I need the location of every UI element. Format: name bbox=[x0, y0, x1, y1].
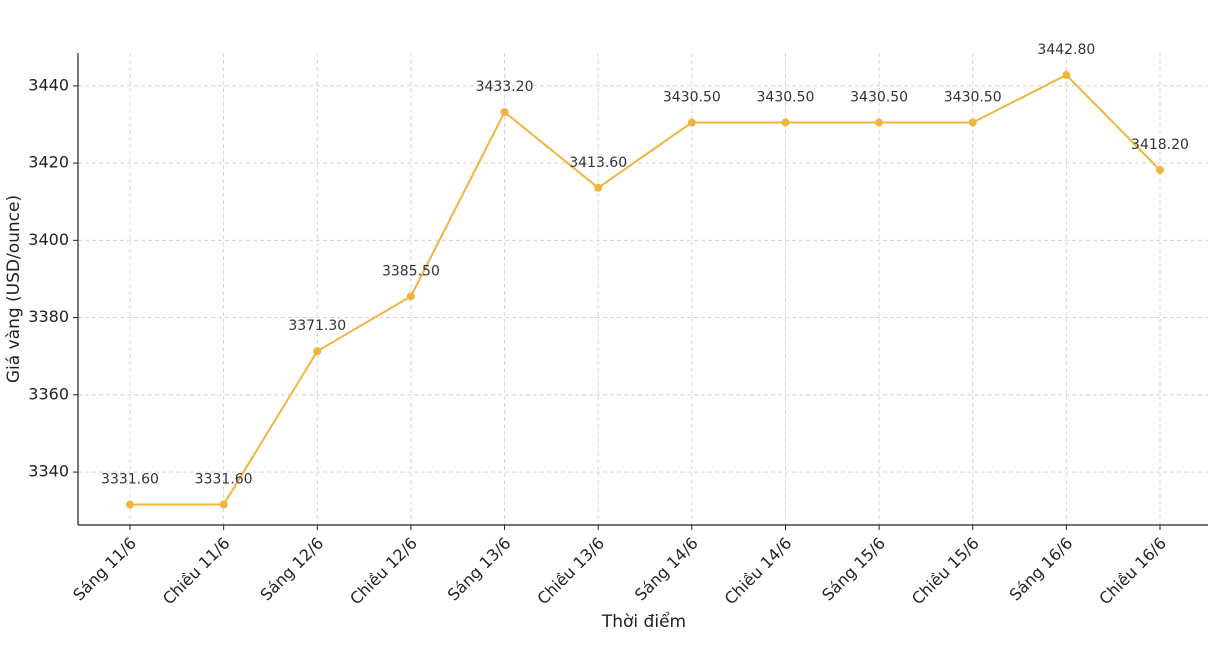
x-tick-label: Chiều 13/6 bbox=[533, 534, 608, 609]
value-label: 3371.30 bbox=[288, 318, 346, 334]
line bbox=[130, 73, 1161, 506]
point bbox=[594, 183, 603, 192]
x-tick-label: Sáng 16/6 bbox=[1005, 534, 1076, 605]
x-tick-label: Chiều 16/6 bbox=[1095, 534, 1170, 609]
x-axis-label: Thời điểm bbox=[601, 611, 686, 632]
value-label: 3331.60 bbox=[195, 472, 253, 488]
point bbox=[500, 108, 509, 117]
point bbox=[313, 347, 322, 356]
x-tick-label: Sáng 11/6 bbox=[69, 534, 140, 605]
value-label: 3418.20 bbox=[1131, 137, 1189, 153]
point bbox=[687, 118, 696, 127]
x-tick-label: Chiều 15/6 bbox=[908, 534, 983, 609]
x-tick-label: Chiều 11/6 bbox=[159, 534, 234, 609]
point bbox=[219, 500, 228, 509]
point bbox=[126, 500, 134, 509]
point bbox=[406, 292, 415, 301]
y-tick-label: 3420 bbox=[28, 153, 69, 172]
point bbox=[875, 118, 884, 127]
x-tick-label: Sáng 15/6 bbox=[818, 534, 889, 605]
y-tick-label: 3440 bbox=[28, 75, 69, 94]
value-label: 3430.50 bbox=[663, 90, 721, 106]
point bbox=[968, 118, 977, 127]
y-tick-label: 3380 bbox=[28, 307, 69, 326]
x-tick-label: Chiều 14/6 bbox=[721, 534, 796, 609]
x-tick-label: Chiều 12/6 bbox=[346, 534, 421, 609]
value-label: 3331.60 bbox=[101, 472, 159, 488]
y-tick-label: 3340 bbox=[28, 462, 69, 481]
point bbox=[1062, 71, 1071, 80]
y-axis-label: Giá vàng (USD/ounce) bbox=[4, 195, 24, 383]
value-label: 3430.50 bbox=[850, 90, 908, 106]
x-tick-label: Sáng 14/6 bbox=[631, 534, 702, 605]
y-tick-label: 3360 bbox=[28, 384, 69, 403]
x-tick-label: Sáng 12/6 bbox=[256, 534, 327, 605]
value-label: 3433.20 bbox=[476, 79, 534, 95]
point bbox=[781, 118, 790, 127]
x-tick-label: Sáng 13/6 bbox=[444, 534, 515, 605]
value-label: 3385.50 bbox=[382, 263, 440, 279]
value-label: 3442.80 bbox=[1037, 42, 1095, 58]
value-label: 3413.60 bbox=[569, 155, 627, 171]
value-label: 3430.50 bbox=[757, 90, 815, 106]
value-label: 3430.50 bbox=[944, 90, 1002, 106]
point bbox=[1156, 166, 1164, 175]
y-tick-label: 3400 bbox=[28, 230, 69, 249]
